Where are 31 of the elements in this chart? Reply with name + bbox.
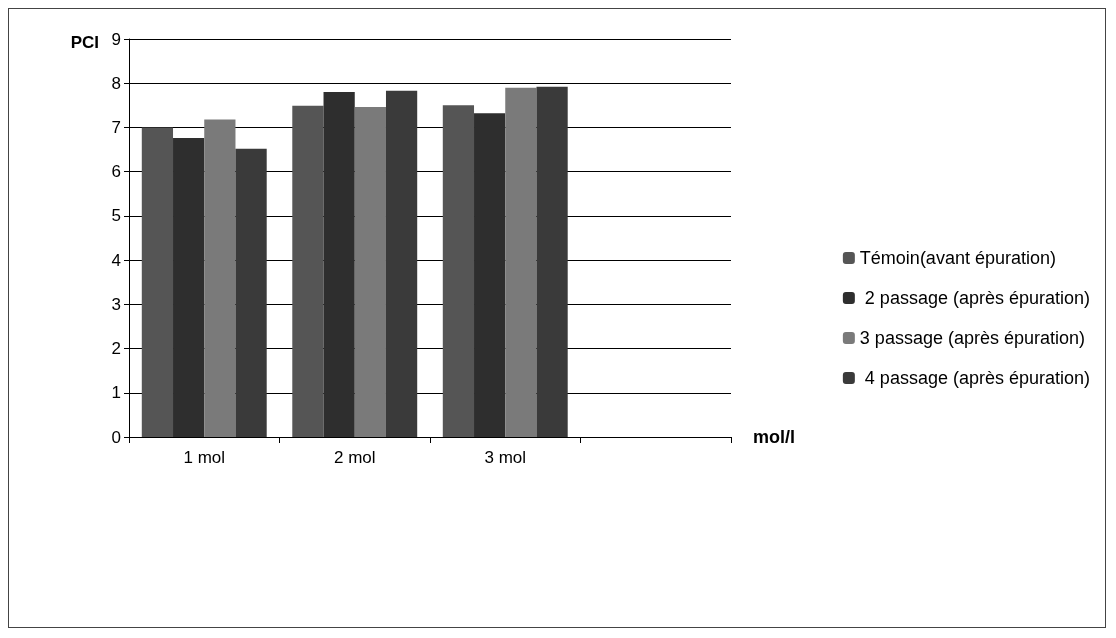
bar bbox=[474, 113, 506, 437]
bar bbox=[442, 105, 475, 437]
bar bbox=[141, 127, 174, 437]
x-tick-label: 1 mol bbox=[183, 448, 226, 467]
y-tick-label: 6 bbox=[111, 162, 121, 182]
bar bbox=[385, 90, 418, 437]
legend-label: 4 passage (après épuration) bbox=[859, 368, 1091, 388]
bar bbox=[536, 86, 568, 437]
bar bbox=[173, 138, 205, 437]
y-tick-label: 0 bbox=[111, 427, 121, 447]
bar bbox=[235, 148, 267, 437]
bar bbox=[354, 107, 386, 437]
x-tick-label: 3 mol bbox=[484, 448, 527, 467]
y-tick-label: 9 bbox=[111, 29, 121, 49]
x-tick-label: 2 mol bbox=[333, 448, 376, 467]
x-axis-title: mol/l bbox=[753, 427, 796, 447]
y-tick-label: 2 bbox=[111, 339, 121, 359]
legend-label: Témoin(avant épuration) bbox=[859, 248, 1056, 268]
bar bbox=[505, 87, 537, 437]
y-tick-label: 3 bbox=[111, 294, 121, 314]
bar bbox=[204, 119, 236, 437]
y-tick-label: 4 bbox=[111, 250, 121, 270]
y-axis-title: PCI bbox=[70, 33, 99, 52]
bar bbox=[323, 92, 355, 437]
bar bbox=[292, 105, 324, 437]
legend-label: 2 passage (après épuration) bbox=[859, 288, 1091, 308]
y-tick-label: 7 bbox=[111, 117, 121, 137]
y-tick-label: 1 bbox=[111, 383, 121, 403]
y-tick-label: 8 bbox=[111, 73, 121, 93]
legend-label: 3 passage (après épuration) bbox=[859, 328, 1085, 348]
y-tick-label: 5 bbox=[111, 206, 121, 226]
